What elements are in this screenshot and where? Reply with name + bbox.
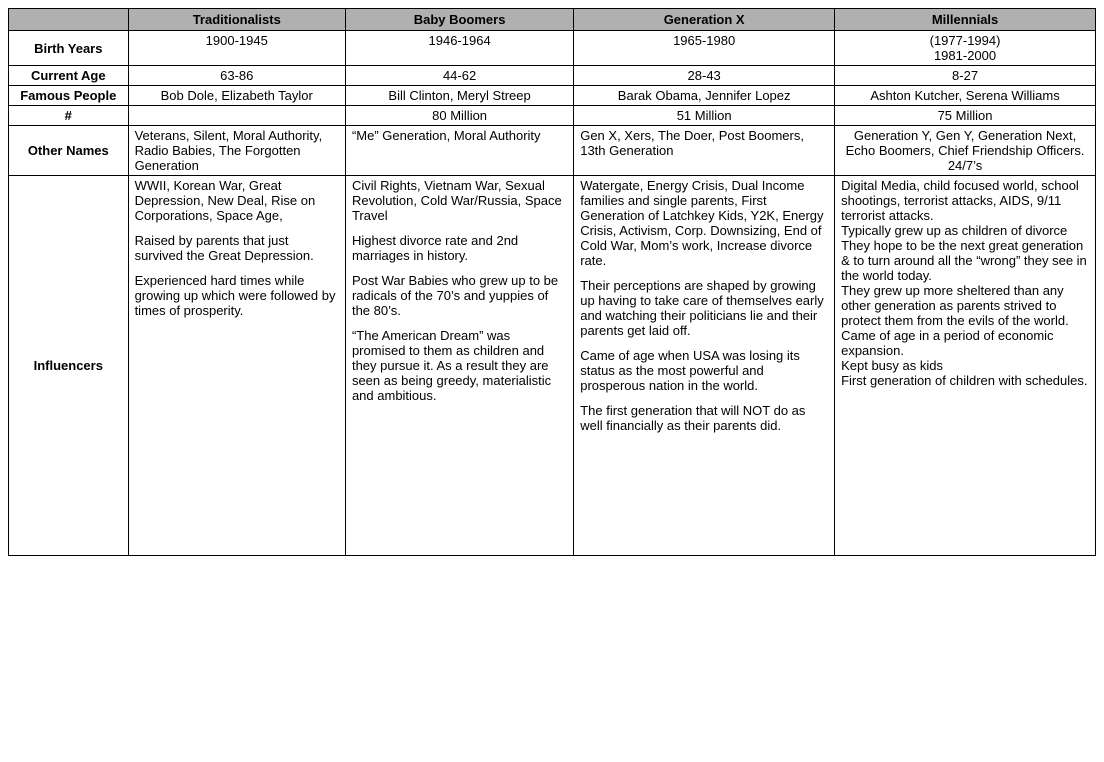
cell-current-age-c4: 8-27 (835, 66, 1096, 86)
cell-famous-people-c1: Bob Dole, Elizabeth Taylor (128, 86, 345, 106)
label-other-names: Other Names (9, 126, 129, 176)
cell-current-age-c2: 44-62 (345, 66, 573, 86)
cell-current-age-c1: 63-86 (128, 66, 345, 86)
row-current-age: Current Age 63-86 44-62 28-43 8-27 (9, 66, 1096, 86)
cell-famous-people-c4: Ashton Kutcher, Serena Williams (835, 86, 1096, 106)
cell-count-c2: 80 Million (345, 106, 573, 126)
cell-birth-years-c4: (1977-1994) 1981-2000 (835, 31, 1096, 66)
cell-influencers-c1: WWII, Korean War, Great Depression, New … (128, 176, 345, 556)
cell-count-c4: 75 Million (835, 106, 1096, 126)
header-blank (9, 9, 129, 31)
row-birth-years: Birth Years 1900-1945 1946-1964 1965-198… (9, 31, 1096, 66)
cell-other-names-c4: Generation Y, Gen Y, Generation Next, Ec… (835, 126, 1096, 176)
row-count: # 80 Million 51 Million 75 Million (9, 106, 1096, 126)
row-other-names: Other Names Veterans, Silent, Moral Auth… (9, 126, 1096, 176)
cell-famous-people-c3: Barak Obama, Jennifer Lopez (574, 86, 835, 106)
label-famous-people: Famous People (9, 86, 129, 106)
generations-table: Traditionalists Baby Boomers Generation … (8, 8, 1096, 556)
cell-other-names-c3: Gen X, Xers, The Doer, Post Boomers, 13t… (574, 126, 835, 176)
cell-influencers-c4: Digital Media, child focused world, scho… (835, 176, 1096, 556)
col-millennials: Millennials (835, 9, 1096, 31)
col-baby-boomers: Baby Boomers (345, 9, 573, 31)
cell-birth-years-c3: 1965-1980 (574, 31, 835, 66)
row-influencers: Influencers WWII, Korean War, Great Depr… (9, 176, 1096, 556)
cell-count-c1 (128, 106, 345, 126)
col-traditionalists: Traditionalists (128, 9, 345, 31)
cell-birth-years-c2: 1946-1964 (345, 31, 573, 66)
cell-birth-years-c1: 1900-1945 (128, 31, 345, 66)
label-count: # (9, 106, 129, 126)
col-generation-x: Generation X (574, 9, 835, 31)
cell-current-age-c3: 28-43 (574, 66, 835, 86)
cell-influencers-c2: Civil Rights, Vietnam War, Sexual Revolu… (345, 176, 573, 556)
row-famous-people: Famous People Bob Dole, Elizabeth Taylor… (9, 86, 1096, 106)
label-birth-years: Birth Years (9, 31, 129, 66)
cell-other-names-c1: Veterans, Silent, Moral Authority, Radio… (128, 126, 345, 176)
label-influencers: Influencers (9, 176, 129, 556)
cell-influencers-c3: Watergate, Energy Crisis, Dual Income fa… (574, 176, 835, 556)
cell-count-c3: 51 Million (574, 106, 835, 126)
header-row: Traditionalists Baby Boomers Generation … (9, 9, 1096, 31)
cell-famous-people-c2: Bill Clinton, Meryl Streep (345, 86, 573, 106)
label-current-age: Current Age (9, 66, 129, 86)
cell-other-names-c2: “Me” Generation, Moral Authority (345, 126, 573, 176)
